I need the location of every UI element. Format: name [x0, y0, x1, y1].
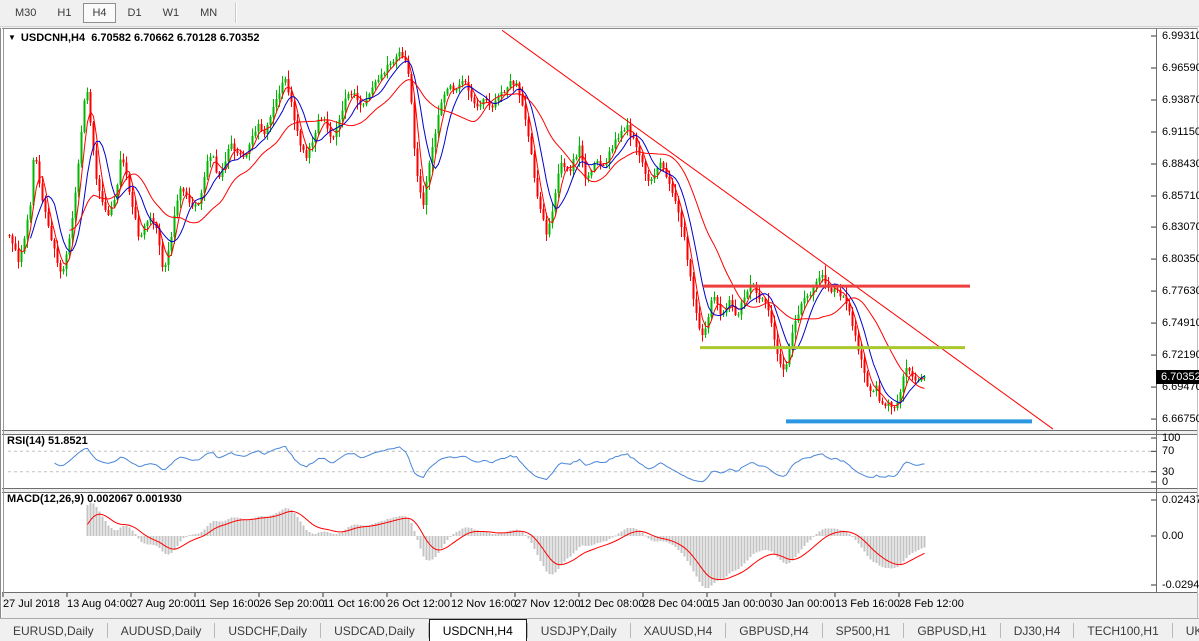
rsi-value: 51.8521 [47, 435, 88, 447]
toolbar-separator [235, 3, 238, 23]
time-axis-label: 26 Sep 20:00 [259, 598, 325, 610]
chart-symbol: USDCNH,H4 [20, 32, 86, 44]
price-axis-label: 6.91150 [1162, 125, 1199, 138]
tab-ukoil[interactable]: UKOil, [1185, 623, 1199, 638]
tab-separator [106, 623, 108, 638]
symbol-tabs: EURUSD,Daily AUDUSD,Daily USDCHF,Daily USDC… [0, 619, 1199, 641]
price-axis-label: 6.77630 [1162, 284, 1199, 297]
time-axis-label: 27 Nov 12:00 [515, 598, 581, 610]
macd-axis-label: 0.00 [1162, 530, 1184, 542]
chart-title: ▼ USDCNH,H4 6.70582 6.70662 6.70128 6.703… [8, 32, 259, 44]
tab-separator [821, 623, 823, 638]
timeframe-button-group: M30 H1 H4 D1 W1 MN [6, 3, 229, 23]
symbol-tab-bar: EURUSD,Daily AUDUSD,Daily USDCHF,Daily USDC… [0, 618, 1199, 641]
time-axis-label: 12 Dec 08:00 [579, 598, 645, 610]
timeframe-button-h1[interactable]: H1 [57, 7, 72, 19]
time-axis-label: 12 Nov 16:00 [451, 598, 517, 610]
rsi-indicator-label: RSI(14) 51.8521 [7, 435, 88, 447]
chart-window: ▼ USDCNH,H4 6.70582 6.70662 6.70128 6.703… [0, 28, 1199, 618]
timeframe-button-mn[interactable]: MN [200, 7, 218, 19]
macd-main-value: 0.002067 [87, 493, 133, 505]
time-axis-label: 27 Jul 2018 [3, 598, 60, 610]
tab-separator [526, 623, 528, 638]
price-axis-label: 6.85710 [1162, 189, 1199, 202]
time-axis-label: 27 Aug 20:00 [131, 598, 196, 610]
tab-separator [320, 623, 322, 638]
timeframe-button-h4[interactable]: H4 [83, 3, 116, 23]
price-axis-label: 6.66750 [1162, 412, 1199, 425]
macd-axis-label: 0.024372 [1162, 494, 1199, 506]
price-axis-label: 6.96590 [1162, 61, 1199, 74]
rsi-axis-label: 100 [1162, 432, 1181, 444]
price-axis-label: 6.88430 [1162, 157, 1199, 170]
time-axis-label: 11 Sep 16:00 [195, 598, 260, 610]
time-axis-label: 13 Feb 16:00 [835, 598, 900, 610]
timeframe-button-m30[interactable]: M30 [15, 7, 37, 19]
rsi-axis-label: 30 [1162, 465, 1175, 478]
price-axis-label: 6.74910 [1162, 316, 1199, 329]
dropdown-triangle-icon[interactable]: ▼ [8, 33, 16, 42]
rsi-axis-label: 70 [1162, 445, 1175, 458]
tab-separator [903, 623, 905, 638]
tab-separator [1073, 623, 1075, 638]
tab-usdcad-daily[interactable]: USDCAD,Daily [334, 623, 415, 638]
macd-indicator-label: MACD(12,26,9) 0.002067 0.001930 [7, 493, 182, 505]
timeframe-toolbar: M30 H1 H4 D1 W1 MN [0, 0, 1199, 27]
tab-sp500-h1[interactable]: SP500,H1 [835, 623, 891, 638]
macd-axis-label: -0.029423 [1162, 579, 1199, 591]
price-axis-label: 6.93870 [1162, 93, 1199, 106]
tab-separator [1171, 623, 1173, 638]
macd-name: MACD(12,26,9) [7, 493, 85, 505]
timeframe-button-w1[interactable]: W1 [162, 7, 180, 19]
time-axis-label: 11 Oct 16:00 [323, 598, 386, 610]
time-axis-label: 26 Oct 12:00 [387, 598, 450, 610]
tab-separator [725, 623, 727, 638]
tab-xauusd-h4[interactable]: XAUUSD,H4 [643, 623, 713, 638]
price-axis-label: 6.99310 [1162, 29, 1199, 42]
tab-eurusd-daily[interactable]: EURUSD,Daily [13, 623, 94, 638]
tab-usdcnh-h4[interactable]: USDCNH,H4 [428, 619, 527, 641]
chart-canvas[interactable] [0, 28, 1199, 618]
time-axis-label: 15 Jan 00:00 [707, 598, 771, 610]
tab-separator [999, 623, 1001, 638]
tab-usdjpy-daily[interactable]: USDJPY,Daily [540, 623, 617, 638]
tab-dj30-h4[interactable]: DJ30,H4 [1013, 623, 1061, 638]
time-axis-label: 28 Dec 04:00 [643, 598, 709, 610]
rsi-name: RSI(14) [7, 435, 45, 447]
time-axis-label: 30 Jan 00:00 [771, 598, 835, 610]
chart-ohlc-values: 6.70582 6.70662 6.70128 6.70352 [91, 32, 260, 44]
tab-usdchf-daily[interactable]: USDCHF,Daily [228, 623, 308, 638]
tab-gbpusd-h1[interactable]: GBPUSD,H1 [917, 623, 987, 638]
time-axis-label: 13 Aug 04:00 [67, 598, 132, 610]
tab-tech100-h1[interactable]: TECH100,H1 [1087, 623, 1159, 638]
tab-separator [629, 623, 631, 638]
current-price-badge: 6.70352 [1156, 370, 1199, 384]
price-axis-label: 6.80350 [1162, 252, 1199, 265]
tab-gbpusd-h4[interactable]: GBPUSD,H4 [739, 623, 809, 638]
tab-separator [427, 623, 429, 638]
macd-signal-value: 0.001930 [136, 493, 182, 505]
timeframe-button-d1[interactable]: D1 [127, 7, 142, 19]
price-axis-label: 6.72190 [1162, 348, 1199, 361]
rsi-axis-label: 0 [1162, 476, 1169, 488]
price-axis-label: 6.83070 [1162, 220, 1199, 233]
time-axis-label: 28 Feb 12:00 [899, 598, 964, 610]
tab-audusd-daily[interactable]: AUDUSD,Daily [120, 623, 202, 638]
tab-separator [214, 623, 216, 638]
